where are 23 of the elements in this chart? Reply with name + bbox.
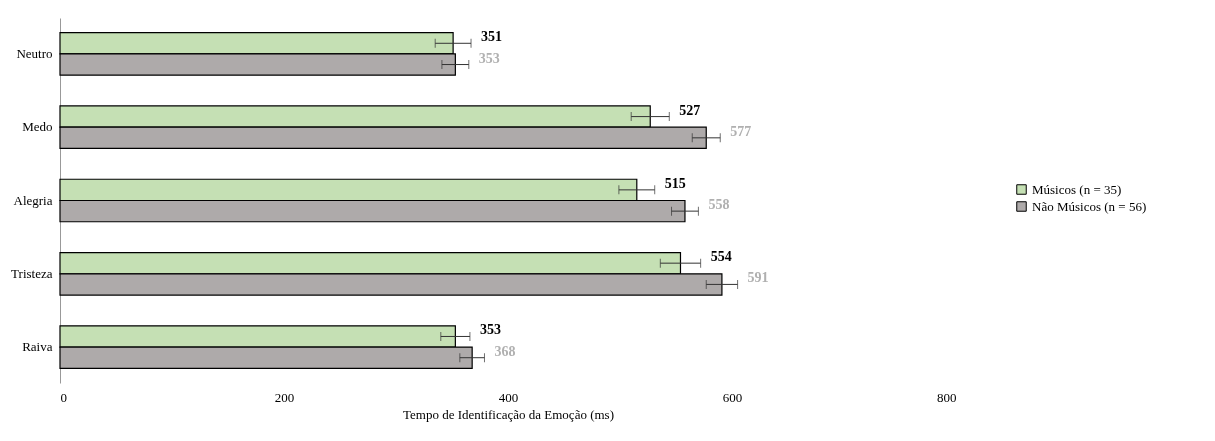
data-label: 353 <box>479 322 501 338</box>
x-axis-title: Tempo de Identificação da Emoção (ms) <box>403 406 614 422</box>
data-label: 351 <box>481 29 503 45</box>
x-tick-label: 400 <box>498 389 519 405</box>
y-tick-label: Alegria <box>13 192 53 208</box>
x-tick-label: 800 <box>937 389 957 405</box>
data-label: 353 <box>478 50 500 66</box>
x-tick-label: 600 <box>722 389 743 405</box>
y-tick-label: Medo <box>22 119 53 135</box>
data-label: 527 <box>679 102 701 118</box>
y-tick-label: Raiva <box>22 339 53 355</box>
legend-label: Não Músicos (n = 56) <box>1032 198 1147 214</box>
data-label: 558 <box>708 197 730 213</box>
data-label: 554 <box>710 249 732 265</box>
x-tick-label: 200 <box>274 389 295 405</box>
x-tick-label: 0 <box>60 389 67 405</box>
data-label: 515 <box>664 175 686 191</box>
data-label: 591 <box>747 270 769 286</box>
y-tick-label: Neutro <box>16 45 53 61</box>
data-label: 577 <box>730 123 752 139</box>
y-tick-label: Tristeza <box>11 265 53 281</box>
data-label: 368 <box>494 343 516 359</box>
legend-label: Músicos (n = 35) <box>1032 181 1122 197</box>
